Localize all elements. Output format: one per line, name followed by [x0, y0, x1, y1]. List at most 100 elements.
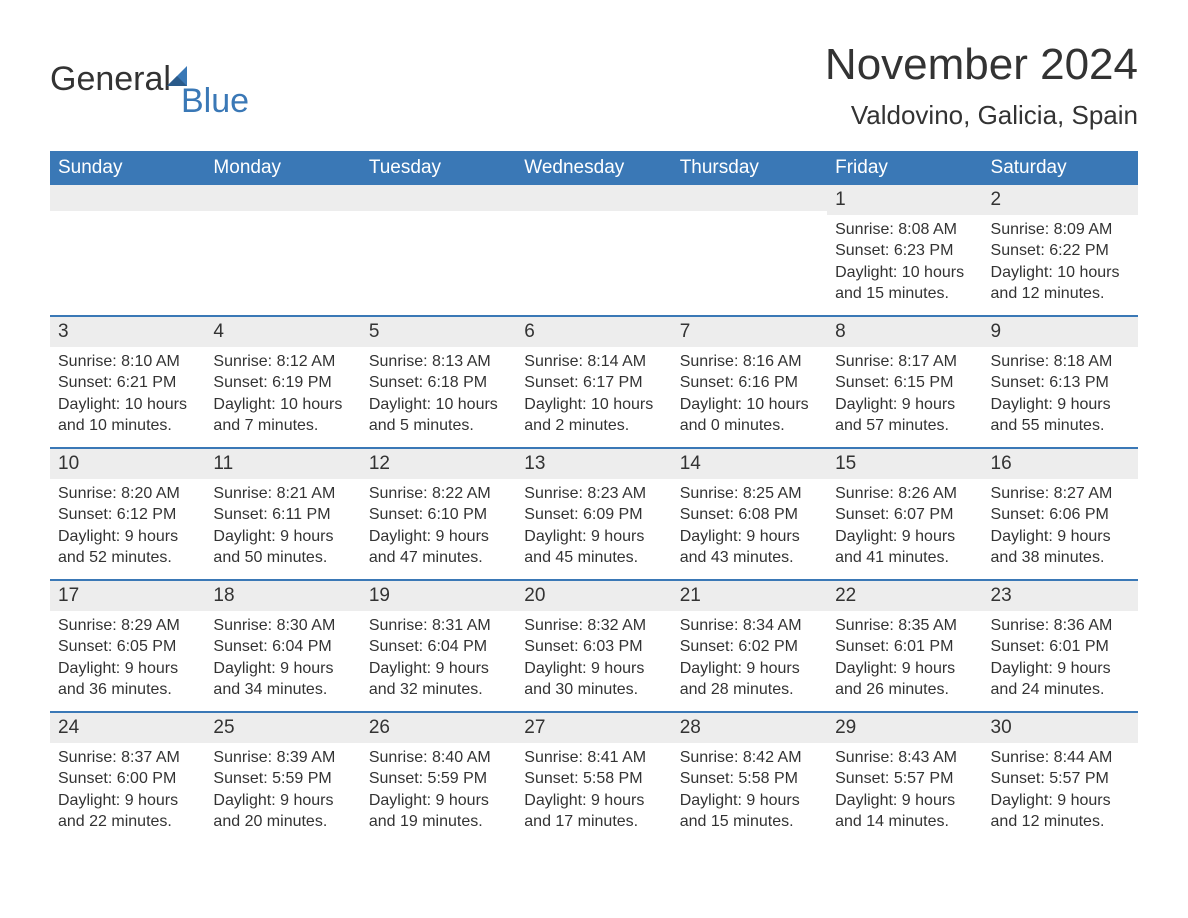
day-sunrise: Sunrise: 8:30 AM: [213, 615, 352, 637]
day-cell: 11Sunrise: 8:21 AMSunset: 6:11 PMDayligh…: [205, 449, 360, 579]
day-sunset: Sunset: 6:02 PM: [680, 636, 819, 658]
week-row: 3Sunrise: 8:10 AMSunset: 6:21 PMDaylight…: [50, 315, 1138, 447]
day-daylight1: Daylight: 9 hours: [213, 790, 352, 812]
day-body: Sunrise: 8:25 AMSunset: 6:08 PMDaylight:…: [672, 479, 827, 579]
day-body: Sunrise: 8:23 AMSunset: 6:09 PMDaylight:…: [516, 479, 671, 579]
day-body: Sunrise: 8:16 AMSunset: 6:16 PMDaylight:…: [672, 347, 827, 447]
day-sunrise: Sunrise: 8:43 AM: [835, 747, 974, 769]
day-sunset: Sunset: 6:16 PM: [680, 372, 819, 394]
day-daylight2: and 47 minutes.: [369, 547, 508, 569]
day-body: Sunrise: 8:42 AMSunset: 5:58 PMDaylight:…: [672, 743, 827, 843]
day-daylight2: and 45 minutes.: [524, 547, 663, 569]
day-sunset: Sunset: 6:06 PM: [991, 504, 1130, 526]
day-sunset: Sunset: 6:23 PM: [835, 240, 974, 262]
day-sunrise: Sunrise: 8:40 AM: [369, 747, 508, 769]
day-number: 16: [983, 449, 1138, 479]
day-daylight1: Daylight: 10 hours: [991, 262, 1130, 284]
day-body: Sunrise: 8:20 AMSunset: 6:12 PMDaylight:…: [50, 479, 205, 579]
day-cell: 6Sunrise: 8:14 AMSunset: 6:17 PMDaylight…: [516, 317, 671, 447]
calendar-page: General Blue November 2024 Valdovino, Ga…: [0, 0, 1188, 893]
day-number: [205, 185, 360, 211]
day-sunset: Sunset: 5:58 PM: [524, 768, 663, 790]
dayheader-monday: Monday: [205, 151, 360, 185]
day-daylight2: and 5 minutes.: [369, 415, 508, 437]
week-row: 24Sunrise: 8:37 AMSunset: 6:00 PMDayligh…: [50, 711, 1138, 843]
day-body: Sunrise: 8:29 AMSunset: 6:05 PMDaylight:…: [50, 611, 205, 711]
day-number: [672, 185, 827, 211]
day-sunset: Sunset: 6:11 PM: [213, 504, 352, 526]
day-sunrise: Sunrise: 8:18 AM: [991, 351, 1130, 373]
day-daylight2: and 26 minutes.: [835, 679, 974, 701]
day-cell: [50, 185, 205, 315]
day-number: [516, 185, 671, 211]
day-body: Sunrise: 8:39 AMSunset: 5:59 PMDaylight:…: [205, 743, 360, 843]
day-number: 5: [361, 317, 516, 347]
day-cell: [672, 185, 827, 315]
week-row: 17Sunrise: 8:29 AMSunset: 6:05 PMDayligh…: [50, 579, 1138, 711]
day-body: Sunrise: 8:37 AMSunset: 6:00 PMDaylight:…: [50, 743, 205, 843]
day-cell: 8Sunrise: 8:17 AMSunset: 6:15 PMDaylight…: [827, 317, 982, 447]
day-cell: 27Sunrise: 8:41 AMSunset: 5:58 PMDayligh…: [516, 713, 671, 843]
day-body: Sunrise: 8:44 AMSunset: 5:57 PMDaylight:…: [983, 743, 1138, 843]
day-body: Sunrise: 8:21 AMSunset: 6:11 PMDaylight:…: [205, 479, 360, 579]
day-daylight1: Daylight: 9 hours: [524, 526, 663, 548]
day-sunrise: Sunrise: 8:14 AM: [524, 351, 663, 373]
location: Valdovino, Galicia, Spain: [825, 100, 1138, 131]
day-sunset: Sunset: 6:01 PM: [991, 636, 1130, 658]
day-sunrise: Sunrise: 8:44 AM: [991, 747, 1130, 769]
day-body: Sunrise: 8:35 AMSunset: 6:01 PMDaylight:…: [827, 611, 982, 711]
day-daylight2: and 14 minutes.: [835, 811, 974, 833]
day-body: Sunrise: 8:43 AMSunset: 5:57 PMDaylight:…: [827, 743, 982, 843]
day-cell: 22Sunrise: 8:35 AMSunset: 6:01 PMDayligh…: [827, 581, 982, 711]
day-number: 21: [672, 581, 827, 611]
calendar-grid: Sunday Monday Tuesday Wednesday Thursday…: [50, 151, 1138, 843]
day-daylight2: and 0 minutes.: [680, 415, 819, 437]
day-cell: 19Sunrise: 8:31 AMSunset: 6:04 PMDayligh…: [361, 581, 516, 711]
day-cell: 15Sunrise: 8:26 AMSunset: 6:07 PMDayligh…: [827, 449, 982, 579]
day-daylight1: Daylight: 9 hours: [835, 658, 974, 680]
day-daylight2: and 10 minutes.: [58, 415, 197, 437]
day-daylight2: and 17 minutes.: [524, 811, 663, 833]
day-sunrise: Sunrise: 8:34 AM: [680, 615, 819, 637]
day-daylight2: and 22 minutes.: [58, 811, 197, 833]
day-sunset: Sunset: 5:57 PM: [991, 768, 1130, 790]
dayheader-saturday: Saturday: [983, 151, 1138, 185]
logo: General Blue: [50, 40, 261, 99]
day-number: 23: [983, 581, 1138, 611]
day-sunset: Sunset: 6:15 PM: [835, 372, 974, 394]
day-sunset: Sunset: 5:59 PM: [369, 768, 508, 790]
day-daylight2: and 52 minutes.: [58, 547, 197, 569]
day-sunrise: Sunrise: 8:21 AM: [213, 483, 352, 505]
day-cell: 9Sunrise: 8:18 AMSunset: 6:13 PMDaylight…: [983, 317, 1138, 447]
day-number: 14: [672, 449, 827, 479]
day-daylight1: Daylight: 9 hours: [991, 790, 1130, 812]
day-daylight2: and 24 minutes.: [991, 679, 1130, 701]
logo-text-general: General: [50, 60, 171, 99]
day-sunrise: Sunrise: 8:39 AM: [213, 747, 352, 769]
day-sunset: Sunset: 6:17 PM: [524, 372, 663, 394]
day-number: 29: [827, 713, 982, 743]
day-daylight2: and 12 minutes.: [991, 283, 1130, 305]
day-daylight1: Daylight: 10 hours: [369, 394, 508, 416]
day-number: 9: [983, 317, 1138, 347]
dayheader-thursday: Thursday: [672, 151, 827, 185]
day-daylight1: Daylight: 10 hours: [524, 394, 663, 416]
day-sunset: Sunset: 6:05 PM: [58, 636, 197, 658]
day-sunrise: Sunrise: 8:32 AM: [524, 615, 663, 637]
dayheader-friday: Friday: [827, 151, 982, 185]
day-body: Sunrise: 8:34 AMSunset: 6:02 PMDaylight:…: [672, 611, 827, 711]
day-cell: 18Sunrise: 8:30 AMSunset: 6:04 PMDayligh…: [205, 581, 360, 711]
day-daylight2: and 57 minutes.: [835, 415, 974, 437]
day-daylight1: Daylight: 10 hours: [835, 262, 974, 284]
day-daylight2: and 41 minutes.: [835, 547, 974, 569]
day-daylight1: Daylight: 9 hours: [58, 526, 197, 548]
day-number: 18: [205, 581, 360, 611]
day-cell: 16Sunrise: 8:27 AMSunset: 6:06 PMDayligh…: [983, 449, 1138, 579]
day-daylight1: Daylight: 10 hours: [213, 394, 352, 416]
day-sunrise: Sunrise: 8:10 AM: [58, 351, 197, 373]
day-body: Sunrise: 8:31 AMSunset: 6:04 PMDaylight:…: [361, 611, 516, 711]
day-body: Sunrise: 8:30 AMSunset: 6:04 PMDaylight:…: [205, 611, 360, 711]
day-daylight2: and 30 minutes.: [524, 679, 663, 701]
week-row: 1Sunrise: 8:08 AMSunset: 6:23 PMDaylight…: [50, 185, 1138, 315]
day-number: 19: [361, 581, 516, 611]
